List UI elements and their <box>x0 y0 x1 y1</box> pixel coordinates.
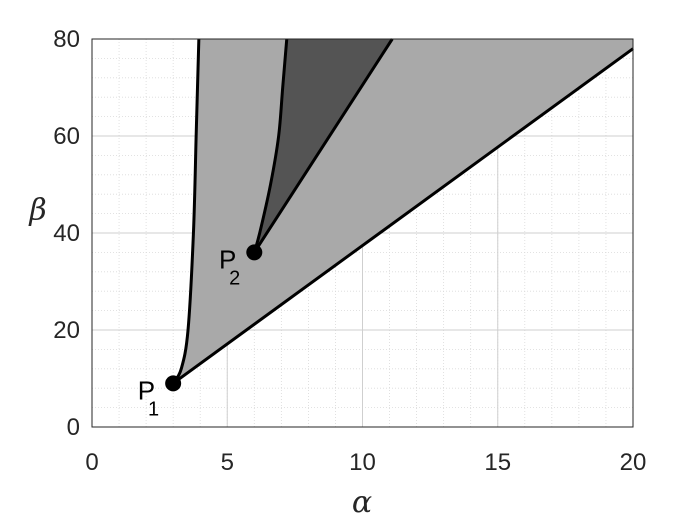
x-tick-label: 0 <box>85 449 98 476</box>
y-tick-labels: 0 20 40 60 80 <box>53 26 80 441</box>
x-tick-label: 10 <box>349 449 376 476</box>
point-marker <box>165 375 182 392</box>
point-label: P <box>219 244 236 274</box>
point-label-subscript: 2 <box>229 267 240 289</box>
light-region-left-boundary <box>171 38 201 385</box>
y-tick-label: 80 <box>53 26 80 53</box>
y-tick-label: 40 <box>53 220 80 247</box>
point-label: P <box>138 375 155 405</box>
x-tick-label: 15 <box>484 449 511 476</box>
dark-region-right-boundary <box>253 38 394 254</box>
y-axis-label: β <box>28 193 46 228</box>
plot-frame <box>91 38 634 428</box>
x-axis-label: α <box>352 485 372 520</box>
y-tick-label: 60 <box>53 123 80 150</box>
x-tick-label: 20 <box>620 449 647 476</box>
x-tick-label: 5 <box>221 449 234 476</box>
dark-region-left-boundary <box>252 38 289 253</box>
point-label-subscript: 1 <box>148 398 159 420</box>
light-region-lower-boundary <box>172 47 634 385</box>
x-tick-labels: 0 5 10 15 20 <box>85 449 646 476</box>
y-tick-label: 20 <box>53 317 80 344</box>
y-tick-label: 0 <box>67 414 80 441</box>
point-marker <box>246 244 263 261</box>
boundary-curves <box>171 38 634 385</box>
